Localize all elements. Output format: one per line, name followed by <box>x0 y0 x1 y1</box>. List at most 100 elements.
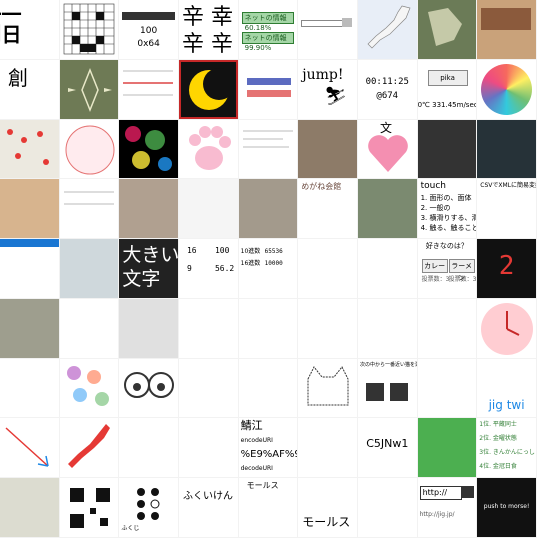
tile-morse[interactable]: モールス <box>238 478 299 538</box>
tile-moon[interactable] <box>178 59 239 120</box>
tile-flowers[interactable] <box>417 418 478 479</box>
tile-jump[interactable]: jump! ⛷ <box>298 59 358 120</box>
tile-webform[interactable] <box>119 59 179 120</box>
tile-kanji-sou[interactable]: 創 <box>0 59 60 120</box>
tile-buttons[interactable] <box>417 298 478 359</box>
tile-ranking[interactable]: 1位. 平蔵同士 2位. 金曜状態 3位. きんかんにっしょ 4位. 金冠日食 <box>477 418 537 479</box>
tile-food-2[interactable] <box>0 179 60 240</box>
slider-track[interactable] <box>301 20 344 27</box>
tile-qr[interactable] <box>59 478 120 538</box>
tile-web-page[interactable] <box>178 179 239 240</box>
tile-progress[interactable]: ネットの情報 60.18% ネットの情報 99.90% <box>238 0 299 60</box>
jump-figure-icon: ⛷ <box>324 85 348 107</box>
tile-table[interactable]: 16 100 9 56.2 <box>178 239 239 299</box>
tile-braille[interactable]: ふくじ <box>119 478 179 538</box>
color-bar <box>246 77 291 85</box>
tile-numbase[interactable]: 10進数 65536 16進数 10000 <box>238 239 299 299</box>
tile-hotel[interactable] <box>178 298 239 359</box>
tile-pika[interactable]: pika 0℃ 331.45m/sec <box>417 59 478 120</box>
tile-heart[interactable]: 文 <box>357 119 418 180</box>
tile-nav-list[interactable] <box>0 358 60 419</box>
push-to-morse-button[interactable]: push to morse! <box>483 503 530 511</box>
tile-numbered-circles[interactable] <box>59 358 120 419</box>
arrow-icon <box>5 427 49 468</box>
tile-analog-clock[interactable] <box>477 298 537 359</box>
progress-bar-2: ネットの情報 99.90% <box>241 32 294 52</box>
tile-color-bars[interactable] <box>238 59 299 120</box>
tile-megane[interactable]: めがね会館 <box>298 179 358 240</box>
tile-touch[interactable]: touch 1. 面形の、面体 2. 一般の 3. 横滑りする、滑走 4. 触る… <box>417 179 478 240</box>
tile-map-3[interactable] <box>0 478 60 538</box>
tile-code[interactable]: C5JNw1 <box>357 418 418 479</box>
tile-cat-quiz[interactable]: 次の中から一番近い猫を選びなさい <box>357 358 418 419</box>
tile-building[interactable] <box>59 239 120 299</box>
tile-paw[interactable] <box>178 119 239 180</box>
fukui-text: ふくいけん <box>182 491 233 503</box>
tile-big-text[interactable]: 大きい 文字 <box>119 239 179 299</box>
tile-form-blue[interactable] <box>0 239 60 299</box>
vote-curry-button[interactable]: カレー <box>421 259 448 274</box>
tile-data-table[interactable] <box>178 358 239 419</box>
tile-circle[interactable] <box>59 119 120 180</box>
tile-doc[interactable] <box>357 298 418 359</box>
tile-code-text[interactable] <box>357 478 418 538</box>
tile-list-page[interactable] <box>59 179 120 240</box>
tile-diamond[interactable] <box>59 59 120 120</box>
numbase-l2: 16進数 <box>240 260 261 268</box>
morse-big: モールス <box>302 515 351 530</box>
tile-digit[interactable]: 2 <box>477 239 537 299</box>
vote-ramen-button[interactable]: ラーメン <box>448 259 475 282</box>
tile-map-pins[interactable] <box>0 119 60 180</box>
tile-bokeh[interactable] <box>119 119 179 180</box>
tile-aerial[interactable] <box>0 298 60 359</box>
tile-dark-app-2[interactable] <box>477 119 537 180</box>
tile-map-japan[interactable] <box>357 0 418 60</box>
tile-form-2[interactable] <box>417 358 478 419</box>
tile-fukui[interactable]: ふくいけん <box>178 478 239 538</box>
numbase-v1: 65536 <box>264 248 283 256</box>
tile-dark-app[interactable] <box>417 119 478 180</box>
tile-line-chart[interactable] <box>238 358 299 419</box>
tile-editor[interactable] <box>238 298 299 359</box>
tile-photo-room[interactable] <box>298 119 358 180</box>
cat-choice[interactable] <box>365 382 384 401</box>
tile-http[interactable]: http:// http://jig.jp/ <box>417 478 478 538</box>
go-button[interactable] <box>461 486 474 499</box>
slider-thumb[interactable] <box>342 18 353 27</box>
tile-encode[interactable]: 鯖江 encodeURI %E9%AF%96 decodeURI <box>238 418 299 479</box>
tile-people-photo[interactable] <box>119 179 179 240</box>
tile-csv[interactable]: CSVでXMLに簡易変換 <box>477 179 537 240</box>
tile-favorite[interactable]: 好きなのは？ カレー ラーメン 投票数：3 投票数：3 <box>417 239 478 299</box>
cat-choice[interactable] <box>389 382 408 401</box>
tile-jigtwi[interactable]: jig twi <box>477 358 537 419</box>
tile-smiley-grid[interactable] <box>59 0 120 60</box>
tile-morse-big[interactable]: モールス <box>298 478 358 538</box>
tile-food-photo[interactable] <box>477 0 537 60</box>
tile-push[interactable]: push to morse! <box>477 478 537 538</box>
tile-stone-photo[interactable] <box>238 179 299 240</box>
tile-japan-red[interactable] <box>59 418 120 479</box>
tile-clock[interactable]: 00:11:25 @674 <box>357 59 418 120</box>
tile-timeline[interactable] <box>119 418 179 479</box>
pika-button[interactable]: pika <box>427 69 468 86</box>
tile-pixel-cat[interactable] <box>298 358 358 419</box>
tile-kanji-sai[interactable]: 辛 幸 辛 辛 <box>178 0 239 60</box>
tile-grid-dots[interactable] <box>298 418 358 479</box>
tile-slider[interactable] <box>298 0 358 60</box>
tile-map-satellite[interactable] <box>417 0 478 60</box>
tile-satellite-2[interactable] <box>357 179 418 240</box>
tile-gradient[interactable] <box>477 59 537 120</box>
tile-drawing[interactable] <box>298 239 358 299</box>
tile-pixel-face[interactable] <box>119 358 179 419</box>
tile-links[interactable] <box>357 239 418 299</box>
tile-counter[interactable]: 100 0x64 <box>119 0 179 60</box>
tile-csv-table[interactable] <box>178 418 239 479</box>
url-input[interactable]: http:// <box>419 486 462 501</box>
tile-article[interactable] <box>238 119 299 180</box>
tile-calendar[interactable] <box>298 298 358 359</box>
touch-item-2: 2. 一般の <box>420 204 451 213</box>
tile-kanji-brush[interactable]: 一日一創 <box>0 0 60 60</box>
tile-arrow[interactable] <box>0 418 60 479</box>
tile-text-page[interactable] <box>59 298 120 359</box>
tile-photo-gallery[interactable] <box>119 298 179 359</box>
